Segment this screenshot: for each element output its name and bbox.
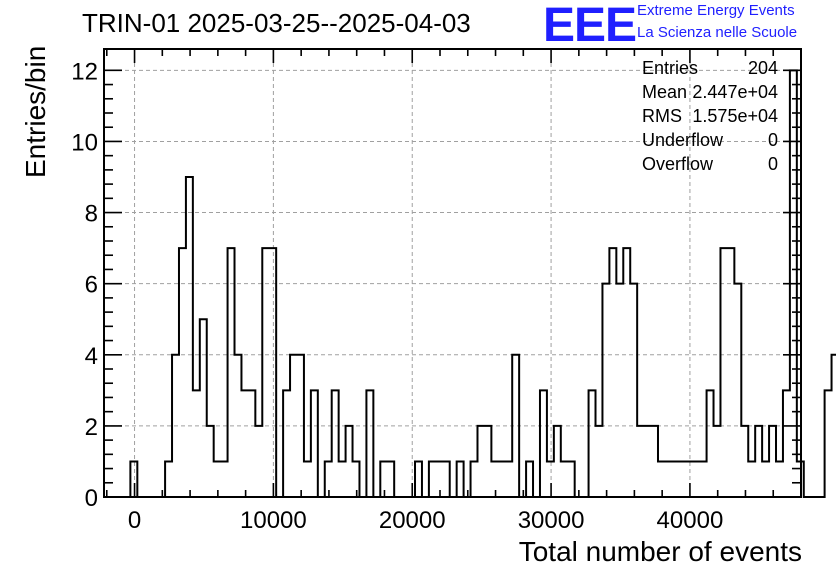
x-tick-label: 30000 [518,507,585,534]
axis-ticks [104,49,802,498]
stat-rms: RMS 1.575e+04 [642,106,778,130]
stat-mean-label: Mean [642,82,688,102]
y-tick-label: 6 [85,272,98,299]
x-tick-label: 0 [128,507,141,534]
stat-mean: Mean 2.447e+04 [642,82,778,106]
y-tick-label: 12 [71,58,98,85]
stat-overflow: Overflow 0 [642,154,778,178]
stat-rms-label: RMS [642,106,682,126]
histogram-series-line [129,69,836,498]
chart-title: TRIN-01 2025-03-25--2025-04-03 [82,8,471,38]
stat-underflow-value: 0 [767,130,778,150]
stat-entries-label: Entries [642,58,699,78]
logo-line-2: La Scienza nelle Scuole [637,24,798,41]
stats-box: Entries 204 Mean 2.447e+04 RMS 1.575e+04… [642,58,778,178]
stat-underflow-label: Underflow [642,130,724,150]
x-tick-label: 10000 [240,507,307,534]
x-tick-label: 20000 [379,507,446,534]
y-axis-label: Entries/bin [20,45,51,178]
grid-lines [104,49,801,497]
y-tick-label: 0 [85,485,98,512]
logo-line-1: Extreme Energy Events [637,2,795,19]
plot-frame [103,48,802,498]
stat-entries-value: 204 [747,58,778,78]
y-tick-label: 8 [85,201,98,228]
eee-logo: EEE [543,0,637,52]
stat-mean-value: 2.447e+04 [692,82,778,102]
x-axis-label: Total number of events [518,536,802,567]
tick-labels: 0 10000 20000 30000 40000 0 2 4 6 8 10 12 [71,58,723,534]
y-tick-label: 10 [71,129,98,156]
stat-rms-value: 1.575e+04 [692,106,778,126]
stat-overflow-value: 0 [767,154,778,174]
y-tick-label: 2 [85,414,98,441]
y-tick-label: 4 [85,343,98,370]
x-tick-label: 40000 [657,507,724,534]
stat-underflow: Underflow 0 [642,130,778,154]
stat-overflow-label: Overflow [642,154,714,174]
stat-entries: Entries 204 [642,58,778,82]
